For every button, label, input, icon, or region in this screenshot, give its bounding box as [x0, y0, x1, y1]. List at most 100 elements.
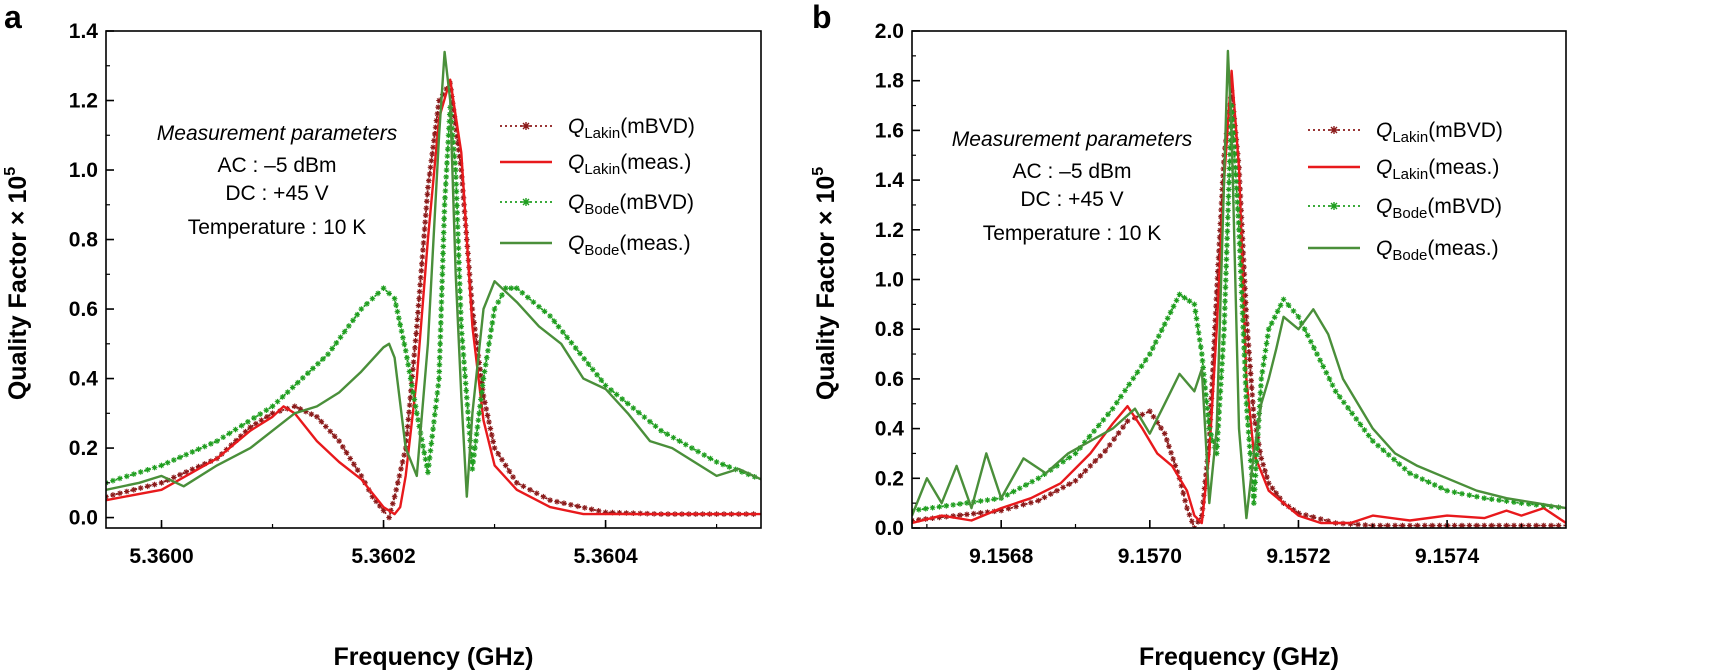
- data-point: [1200, 364, 1206, 371]
- data-point: [491, 445, 498, 451]
- data-point: [1244, 415, 1251, 421]
- data-point: [1023, 482, 1029, 488]
- data-point: [474, 346, 481, 352]
- data-point: [439, 264, 446, 271]
- data-point: [1474, 522, 1480, 528]
- data-point: [1222, 298, 1228, 305]
- data-point: [1451, 522, 1458, 528]
- data-point: [380, 507, 387, 514]
- data-point: [1201, 371, 1207, 378]
- data-point: [1106, 442, 1113, 448]
- data-point: [263, 407, 270, 414]
- data-point: [664, 431, 671, 437]
- data-point: [551, 318, 558, 325]
- data-point: [412, 345, 418, 351]
- data-point: [1251, 493, 1258, 500]
- data-point: [435, 104, 441, 110]
- data-point: [238, 422, 245, 429]
- data-point: [1217, 220, 1224, 227]
- legend-item: QLakin(mBVD): [500, 115, 695, 142]
- data-point: [472, 438, 479, 444]
- data-point: [1035, 497, 1042, 504]
- data-point: [436, 361, 443, 368]
- data-point: [1252, 479, 1258, 486]
- data-point: [444, 146, 451, 152]
- data-point: [437, 340, 443, 347]
- data-point: [1158, 425, 1164, 431]
- data-point: [429, 151, 436, 157]
- data-point: [251, 415, 257, 421]
- data-point: [1518, 500, 1525, 506]
- x-axis-title: Frequency (GHz): [1139, 643, 1339, 671]
- data-point: [1496, 522, 1502, 528]
- data-point: [279, 394, 286, 400]
- data-point: [435, 382, 441, 389]
- y-tick-label: 0.2: [69, 437, 98, 460]
- data-point: [437, 347, 443, 354]
- data-point: [585, 361, 592, 367]
- data-point: [1240, 250, 1247, 256]
- data-point: [1248, 377, 1255, 384]
- data-point: [393, 486, 400, 493]
- data-point: [490, 438, 496, 445]
- data-point: [438, 320, 444, 326]
- data-point: [144, 483, 151, 490]
- data-point: [487, 334, 493, 340]
- data-point: [1054, 487, 1060, 494]
- data-point: [1087, 463, 1094, 469]
- data-point: [477, 366, 483, 372]
- data-point: [417, 274, 424, 281]
- data-point: [284, 389, 291, 395]
- data-point: [422, 456, 429, 463]
- data-point: [130, 486, 137, 493]
- data-point: [303, 408, 309, 415]
- data-point: [658, 427, 664, 434]
- data-point: [991, 496, 998, 502]
- data-point: [1244, 321, 1250, 327]
- data-point: [1314, 351, 1320, 357]
- data-point: [380, 285, 387, 291]
- panel-letter: b: [812, 0, 832, 35]
- data-point: [469, 466, 476, 472]
- data-point: [1066, 454, 1073, 461]
- data-point: [441, 215, 447, 222]
- series-line: [106, 80, 761, 520]
- annotation-line: DC : +45 V: [1020, 188, 1123, 211]
- data-point: [1384, 522, 1391, 528]
- data-point: [470, 459, 477, 465]
- data-point: [465, 416, 472, 422]
- y-tick-label: 0.4: [69, 368, 99, 391]
- data-point: [1203, 391, 1209, 398]
- data-point: [1215, 261, 1221, 268]
- data-point: [1222, 277, 1229, 284]
- y-tick-label: 1.2: [69, 90, 98, 113]
- data-point: [581, 504, 588, 511]
- data-point: [1474, 493, 1480, 500]
- data-point: [1251, 486, 1258, 493]
- data-point: [726, 464, 733, 470]
- data-point: [1242, 285, 1248, 292]
- y-axis-title: Quality Factor × 105: [2, 167, 32, 400]
- data-point: [1213, 296, 1220, 302]
- data-point: [619, 396, 626, 402]
- data-point: [1345, 405, 1351, 411]
- data-point: [1005, 505, 1012, 512]
- data-point: [1355, 521, 1361, 528]
- data-point: [1375, 442, 1381, 449]
- data-point: [315, 360, 321, 367]
- data-point: [1224, 235, 1230, 242]
- data-point: [247, 424, 254, 431]
- data-point: [137, 469, 144, 475]
- data-point: [442, 195, 448, 201]
- y-tick-label: 0.8: [875, 318, 905, 341]
- data-point: [1217, 227, 1223, 234]
- data-point: [1271, 314, 1278, 321]
- data-point: [1246, 356, 1253, 363]
- data-point: [1310, 514, 1317, 520]
- data-point: [1247, 363, 1253, 370]
- data-point: [1206, 425, 1213, 432]
- data-point: [1115, 430, 1122, 436]
- data-point: [1180, 490, 1187, 497]
- data-point: [406, 368, 413, 375]
- data-point: [461, 359, 467, 365]
